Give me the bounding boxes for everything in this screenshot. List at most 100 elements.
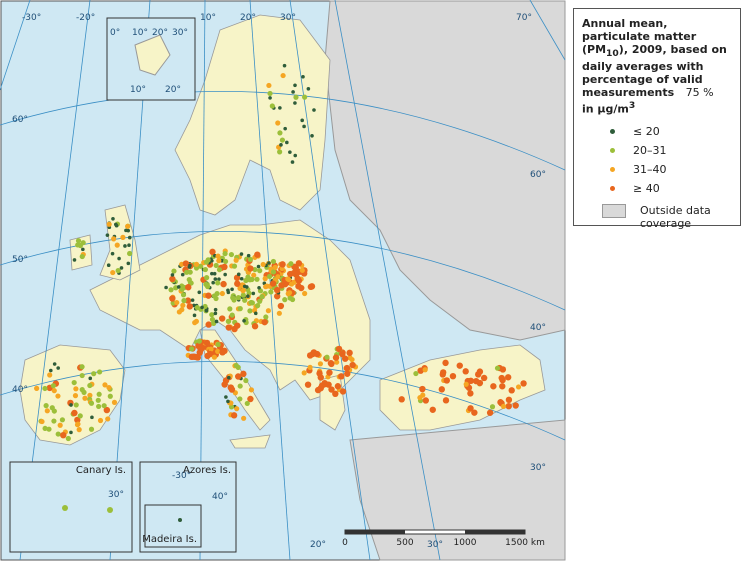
station — [242, 297, 248, 303]
station — [180, 302, 186, 308]
station — [57, 422, 63, 428]
station — [123, 244, 127, 248]
station — [293, 94, 299, 100]
station — [413, 370, 419, 377]
station — [106, 221, 112, 227]
station — [69, 403, 73, 407]
meridian — [249, 0, 291, 561]
station — [298, 284, 305, 292]
station — [228, 251, 235, 258]
station — [280, 72, 286, 79]
graticule-label: -30° — [22, 13, 41, 23]
swatch — [602, 203, 626, 218]
station — [209, 312, 215, 318]
station — [498, 374, 505, 382]
station — [81, 247, 85, 252]
station — [467, 405, 474, 412]
station — [286, 290, 293, 296]
station — [233, 274, 241, 282]
graticule-label: 10° — [130, 85, 146, 95]
station — [239, 276, 244, 281]
station — [198, 263, 204, 269]
station — [295, 260, 303, 267]
station — [225, 324, 232, 331]
station — [210, 258, 214, 263]
insets — [9, 17, 237, 553]
station — [339, 350, 346, 358]
station — [422, 367, 428, 373]
station — [512, 402, 519, 409]
station — [69, 430, 73, 435]
station — [246, 253, 251, 258]
station — [268, 96, 272, 100]
station — [205, 321, 212, 328]
station — [222, 258, 229, 265]
station — [288, 261, 294, 267]
station — [251, 272, 257, 278]
station — [42, 385, 48, 392]
station — [213, 262, 219, 269]
station — [505, 402, 512, 410]
station — [126, 261, 131, 266]
station — [184, 269, 190, 275]
meridian — [0, 0, 31, 91]
station — [114, 242, 120, 248]
station — [56, 366, 60, 370]
station — [243, 377, 249, 384]
station — [328, 360, 335, 368]
legend-label: 20–31 — [633, 143, 667, 157]
scale — [465, 530, 525, 534]
legend-row: Outside data coverage — [602, 203, 732, 230]
station — [438, 386, 446, 393]
station — [222, 251, 228, 257]
map: -30° -20° 10° 20° 30° 70° 60° 50° 40° 60° 40° 30° 20… — [0, 0, 566, 561]
station — [95, 397, 101, 403]
station — [73, 386, 79, 392]
station — [97, 417, 104, 424]
swatch — [610, 147, 615, 153]
scale — [345, 530, 405, 534]
station — [471, 409, 478, 416]
legend-label: Outside data coverage — [640, 203, 711, 230]
station — [249, 300, 255, 306]
station — [110, 269, 116, 276]
legend-label: 31–40 — [633, 162, 667, 176]
station — [217, 277, 221, 281]
station — [215, 341, 221, 348]
station — [221, 263, 228, 271]
station — [127, 250, 133, 257]
station — [279, 261, 286, 268]
station — [245, 274, 251, 280]
graticule-label: 10° — [132, 28, 148, 38]
station — [290, 160, 295, 164]
station — [43, 403, 49, 409]
station — [467, 390, 474, 397]
station — [462, 368, 469, 375]
station — [205, 292, 212, 299]
station — [247, 256, 253, 263]
station — [34, 385, 40, 391]
graticule-label: -20° — [76, 13, 95, 23]
station — [334, 359, 340, 365]
station — [302, 290, 308, 297]
station — [288, 150, 292, 154]
station — [208, 346, 214, 352]
station — [301, 370, 307, 376]
station — [209, 316, 216, 323]
station — [97, 369, 103, 375]
station — [192, 320, 198, 326]
station — [262, 276, 268, 282]
station — [228, 386, 236, 393]
station — [223, 272, 227, 277]
station — [341, 355, 349, 362]
station — [463, 381, 469, 387]
station — [196, 338, 202, 344]
station — [494, 365, 501, 371]
station — [332, 390, 339, 398]
station — [230, 295, 236, 301]
scale-label: 500 — [396, 538, 413, 548]
station — [417, 395, 423, 401]
station — [127, 243, 131, 248]
station — [266, 273, 273, 280]
station — [81, 389, 87, 395]
